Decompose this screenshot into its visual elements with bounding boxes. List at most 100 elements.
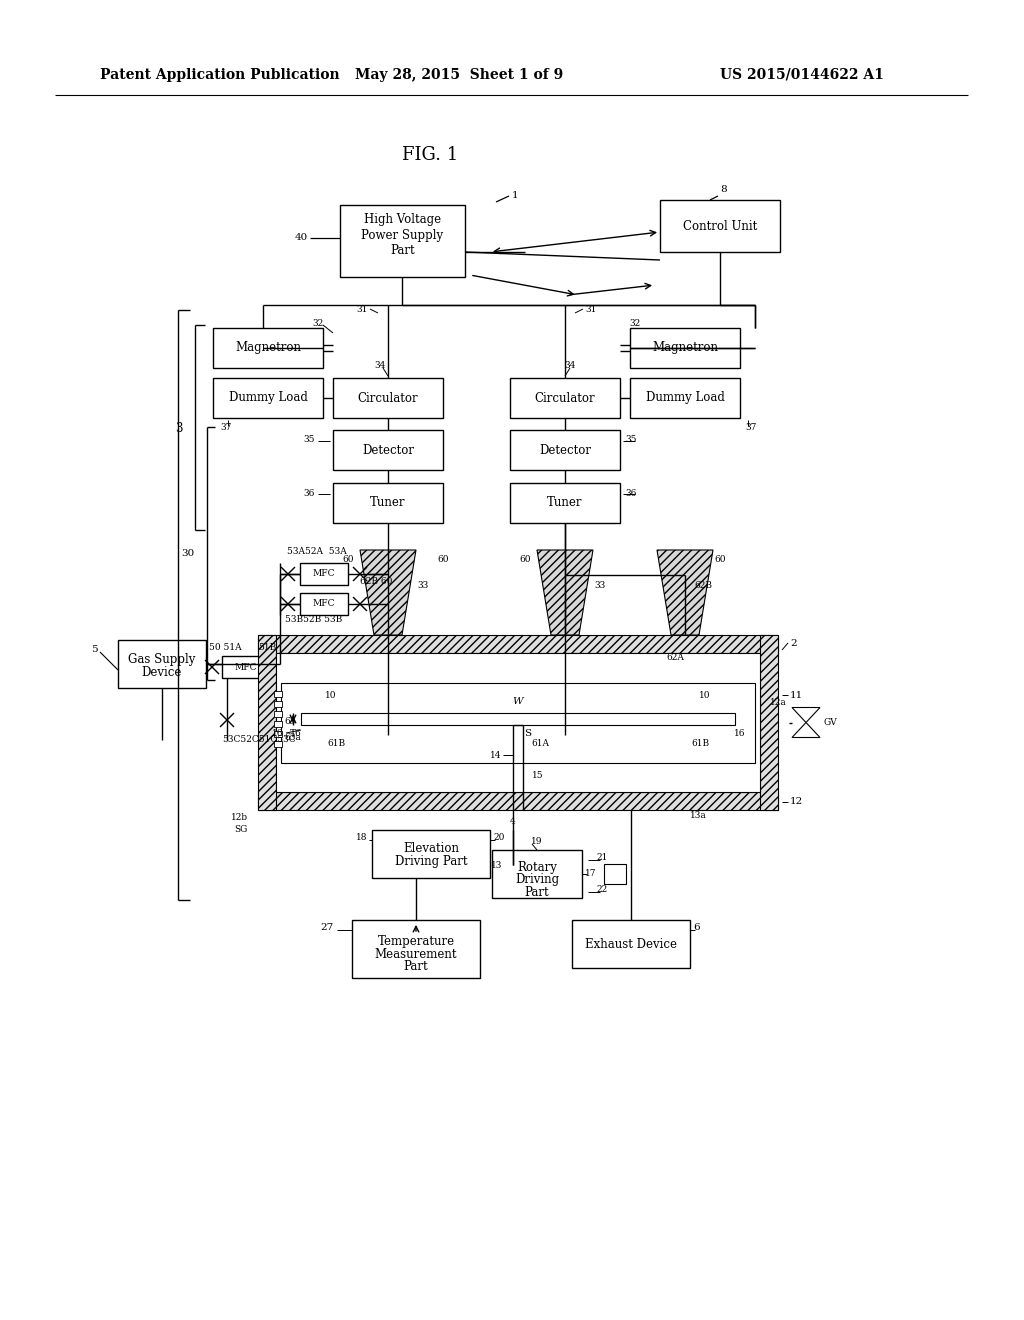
Bar: [274, 731, 282, 737]
Text: 18: 18: [355, 833, 367, 842]
Text: FIG. 1: FIG. 1: [401, 147, 458, 164]
Text: MFC: MFC: [312, 599, 335, 609]
Text: 62B: 62B: [694, 581, 712, 590]
Text: 63a: 63a: [284, 734, 301, 742]
Bar: [118, 640, 206, 688]
Text: Part: Part: [524, 886, 549, 899]
Text: Driving: Driving: [515, 874, 559, 887]
Bar: [274, 711, 282, 717]
Bar: [213, 378, 323, 418]
Text: May 28, 2015  Sheet 1 of 9: May 28, 2015 Sheet 1 of 9: [355, 69, 563, 82]
Text: MFC: MFC: [234, 663, 257, 672]
Text: 60: 60: [437, 556, 449, 565]
Bar: [333, 378, 443, 418]
Text: 31: 31: [585, 305, 596, 314]
Text: Power Supply: Power Supply: [361, 228, 443, 242]
Text: 36: 36: [304, 488, 315, 498]
Text: 36: 36: [625, 488, 636, 498]
Text: 63: 63: [284, 717, 295, 726]
Text: 33: 33: [594, 581, 605, 590]
Text: 60: 60: [519, 556, 530, 565]
Text: Temperature: Temperature: [378, 935, 455, 948]
Text: Gas Supply: Gas Supply: [128, 652, 196, 665]
Text: 16: 16: [734, 729, 745, 738]
Text: Magnetron: Magnetron: [652, 342, 718, 355]
Bar: [604, 865, 626, 884]
Text: Driving Part: Driving Part: [394, 854, 467, 867]
Text: 1: 1: [512, 191, 518, 201]
Text: 13: 13: [490, 861, 502, 870]
Text: 27: 27: [321, 924, 334, 932]
Text: Magnetron: Magnetron: [234, 342, 301, 355]
Text: Tuner: Tuner: [547, 496, 583, 510]
Text: 20: 20: [493, 833, 505, 842]
Text: 51B: 51B: [258, 644, 276, 652]
Text: 11: 11: [790, 690, 803, 700]
Text: GV: GV: [823, 718, 837, 727]
Polygon shape: [360, 550, 416, 635]
Bar: [274, 690, 282, 697]
Text: 31: 31: [356, 305, 368, 314]
Bar: [300, 564, 348, 585]
Text: SG: SG: [234, 825, 248, 834]
Text: 35: 35: [625, 436, 637, 445]
Text: 19: 19: [531, 837, 543, 846]
Text: 12: 12: [790, 797, 803, 807]
Text: 33: 33: [418, 581, 429, 590]
Bar: [276, 653, 760, 792]
Text: S: S: [524, 729, 531, 738]
Text: 62B 60: 62B 60: [360, 577, 392, 586]
Text: 35: 35: [303, 436, 315, 445]
Text: Dummy Load: Dummy Load: [645, 392, 724, 404]
Text: 61B: 61B: [327, 738, 345, 747]
Text: 5: 5: [91, 645, 98, 655]
Bar: [300, 593, 348, 615]
Text: 15: 15: [532, 771, 544, 780]
Text: High Voltage: High Voltage: [364, 214, 441, 227]
Text: 16: 16: [271, 729, 283, 738]
Text: 60: 60: [342, 556, 353, 565]
Bar: [274, 701, 282, 708]
Text: Part: Part: [403, 961, 428, 974]
Text: Measurement: Measurement: [375, 948, 458, 961]
Bar: [281, 682, 755, 763]
Bar: [274, 721, 282, 727]
Text: 37: 37: [745, 424, 757, 433]
Bar: [510, 483, 620, 523]
Text: 62A: 62A: [666, 653, 684, 663]
Text: 32: 32: [630, 318, 641, 327]
Text: 50 51A: 50 51A: [209, 644, 242, 652]
Bar: [630, 378, 740, 418]
Bar: [258, 635, 276, 810]
Text: US 2015/0144622 A1: US 2015/0144622 A1: [720, 69, 884, 82]
Bar: [630, 327, 740, 368]
Text: 3: 3: [175, 421, 183, 434]
Text: 53C52C51C53C: 53C52C51C53C: [222, 735, 296, 744]
Bar: [274, 741, 282, 747]
Bar: [333, 430, 443, 470]
Text: 21: 21: [596, 854, 607, 862]
Text: 34: 34: [375, 362, 386, 371]
Text: 34: 34: [564, 362, 575, 371]
Text: Rotary: Rotary: [517, 862, 557, 874]
Bar: [222, 656, 270, 678]
Text: 53B52B 53B: 53B52B 53B: [285, 615, 342, 624]
Text: Patent Application Publication: Patent Application Publication: [100, 69, 340, 82]
Bar: [213, 327, 323, 368]
Text: 10: 10: [326, 690, 337, 700]
Text: 30: 30: [181, 549, 195, 557]
Bar: [258, 635, 778, 653]
Text: 60: 60: [715, 556, 726, 565]
Bar: [572, 920, 690, 968]
Text: 17: 17: [585, 870, 597, 879]
Text: Part: Part: [390, 244, 415, 257]
Bar: [660, 201, 780, 252]
Bar: [258, 792, 778, 810]
Text: 6: 6: [693, 924, 699, 932]
Text: 14: 14: [489, 751, 501, 759]
Polygon shape: [792, 708, 820, 722]
Text: Device: Device: [141, 665, 182, 678]
Polygon shape: [537, 550, 593, 635]
Bar: [760, 635, 778, 810]
Polygon shape: [657, 550, 713, 635]
